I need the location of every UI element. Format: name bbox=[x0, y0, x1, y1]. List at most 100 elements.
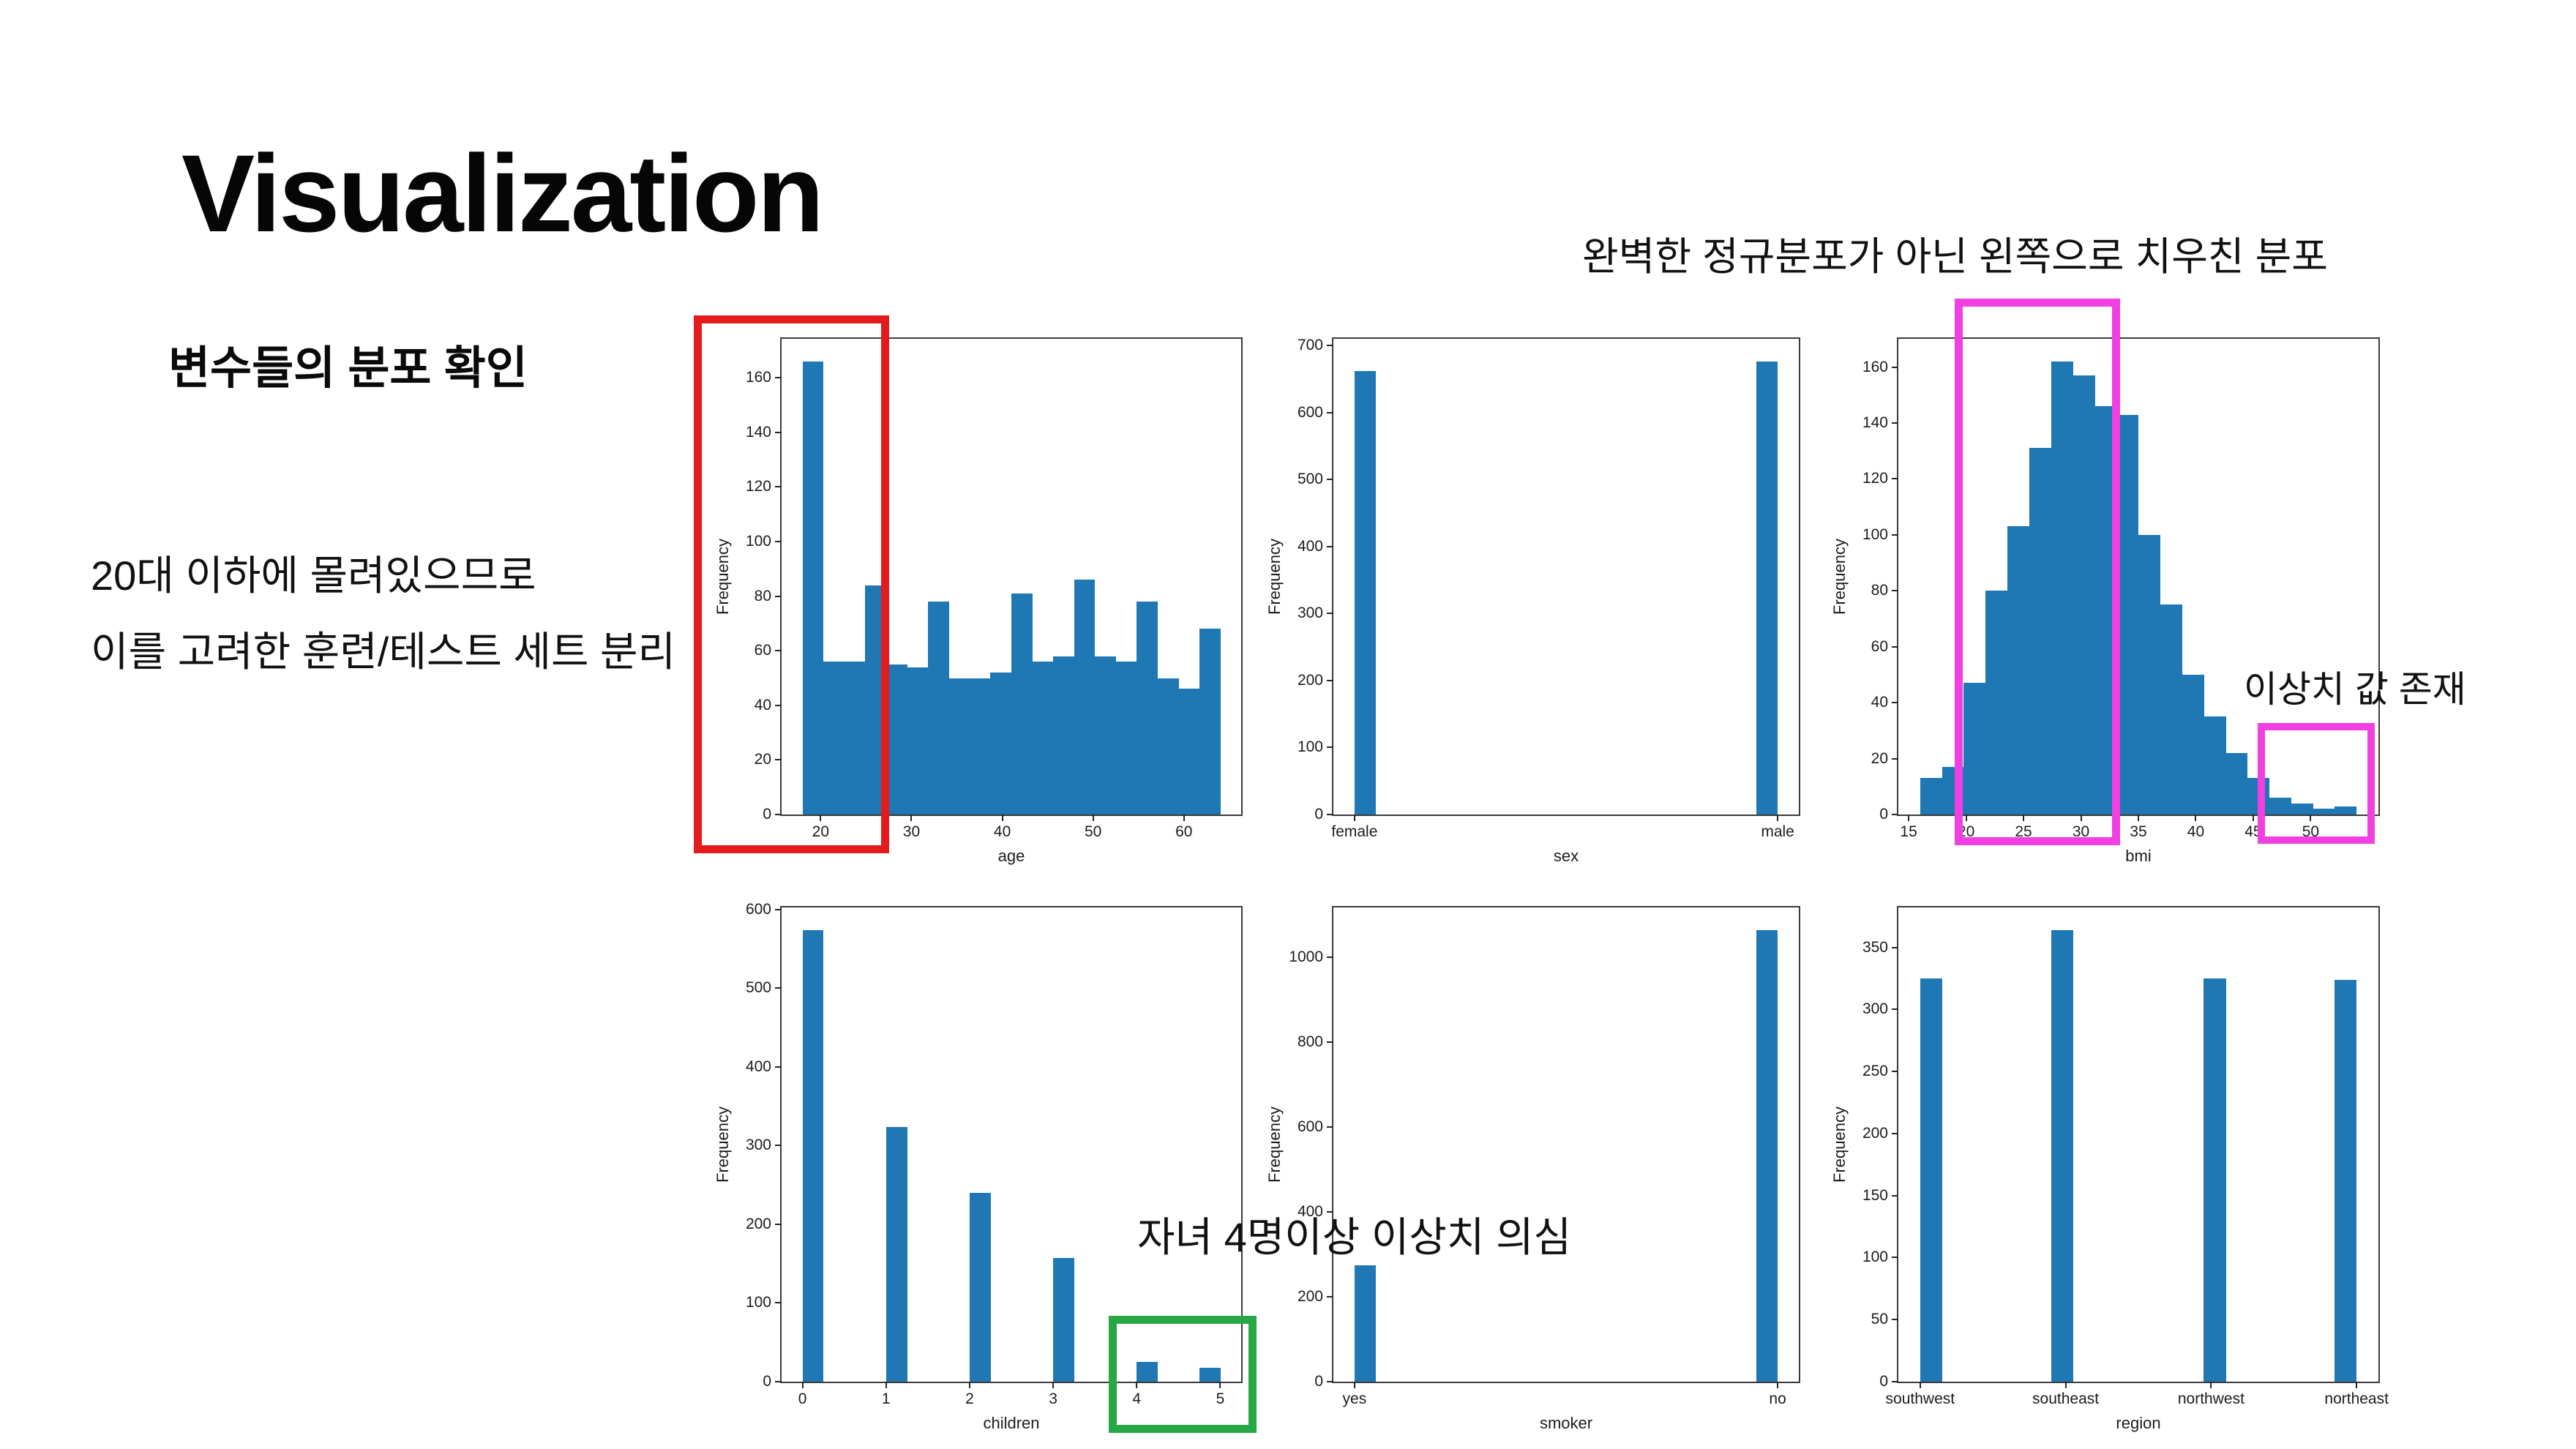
x-tick bbox=[2310, 815, 2312, 821]
age-bar bbox=[886, 664, 907, 815]
age-bar bbox=[1053, 656, 1074, 815]
children-x-axis-label: children bbox=[983, 1414, 1040, 1432]
x-tick-label: 3 bbox=[1049, 1390, 1057, 1407]
y-tick bbox=[775, 1381, 782, 1382]
y-tick bbox=[1327, 344, 1333, 346]
bmi-bar bbox=[2269, 798, 2291, 815]
x-tick bbox=[1092, 815, 1094, 821]
y-tick-label: 0 bbox=[1314, 1373, 1323, 1390]
y-tick-label: 300 bbox=[1297, 604, 1323, 622]
y-tick-label: 300 bbox=[745, 1137, 771, 1154]
y-tick-label: 200 bbox=[1297, 1287, 1323, 1305]
page-title: Visualization bbox=[181, 132, 824, 255]
region-bar bbox=[2204, 978, 2226, 1382]
y-tick bbox=[1892, 533, 1898, 536]
bmi-bar bbox=[2073, 375, 2095, 815]
x-tick bbox=[2064, 1382, 2067, 1388]
highlight-box-bmi-outliers bbox=[2258, 723, 2375, 844]
y-tick bbox=[1327, 1381, 1333, 1382]
y-tick bbox=[1892, 478, 1898, 480]
y-tick bbox=[1327, 479, 1333, 481]
sex-bar-chart: 0 100 200 300 400 500 600 700 female male sex Frequ… bbox=[1265, 337, 1800, 865]
y-tick bbox=[775, 1302, 782, 1304]
age-bar bbox=[1074, 580, 1096, 815]
y-tick bbox=[775, 759, 782, 761]
note-bmi-skewed-distribution: 완벽한 정규분포가 아닌 왼쪽으로 치우친 분포 bbox=[1582, 235, 2328, 279]
y-tick bbox=[1892, 1008, 1898, 1011]
y-tick-label: 80 bbox=[1871, 582, 1888, 599]
children-bar bbox=[802, 929, 824, 1382]
age-bar bbox=[1095, 656, 1116, 815]
bmi-bar bbox=[1985, 591, 2008, 815]
y-tick-label: 80 bbox=[754, 587, 771, 604]
age-bar bbox=[927, 602, 949, 815]
y-tick-label: 100 bbox=[745, 533, 771, 550]
y-tick bbox=[775, 650, 782, 652]
bmi-bar bbox=[2182, 674, 2204, 815]
x-tick-label: 4 bbox=[1132, 1390, 1142, 1407]
bmi-bar bbox=[2313, 809, 2335, 815]
smoker-bar-chart: 0 200 400 600 800 1000 yes no smoker Frequency bbox=[1265, 906, 1800, 1432]
region-bar bbox=[2334, 979, 2357, 1382]
x-tick-label: 50 bbox=[2302, 823, 2320, 840]
age-bar bbox=[1032, 662, 1054, 815]
x-tick-label: 30 bbox=[902, 823, 921, 840]
x-tick bbox=[1965, 815, 1967, 821]
smoker-bar bbox=[1354, 1265, 1377, 1382]
y-tick-label: 200 bbox=[745, 1215, 771, 1232]
bmi-bar bbox=[2160, 604, 2182, 815]
x-tick bbox=[910, 815, 913, 821]
y-tick-label: 100 bbox=[745, 1294, 771, 1311]
age-bar bbox=[969, 678, 991, 815]
region-bar bbox=[2051, 929, 2073, 1382]
bmi-bar bbox=[2029, 448, 2051, 815]
x-tick-label: 20 bbox=[812, 823, 830, 840]
x-tick bbox=[1052, 1382, 1055, 1388]
x-tick bbox=[968, 1382, 970, 1388]
age-bar bbox=[844, 662, 866, 815]
y-tick bbox=[1327, 746, 1333, 749]
age-bar bbox=[1199, 629, 1221, 815]
note-bmi-outliers: 이상치 값 존재 bbox=[2244, 669, 2466, 710]
y-tick-label: 100 bbox=[1862, 1248, 1888, 1266]
x-tick bbox=[1777, 1382, 1779, 1388]
y-tick bbox=[1892, 1381, 1898, 1382]
y-tick-label: 60 bbox=[754, 642, 771, 659]
x-tick-label: 50 bbox=[1085, 823, 1102, 840]
x-tick-label: 2 bbox=[965, 1390, 974, 1407]
x-tick-label: southeast bbox=[2032, 1390, 2100, 1407]
y-tick-label: 400 bbox=[745, 1057, 771, 1075]
x-tick bbox=[1136, 1382, 1138, 1388]
y-tick-label: 100 bbox=[1862, 525, 1888, 543]
y-tick-label: 250 bbox=[1862, 1063, 1888, 1080]
x-tick-label: 45 bbox=[2244, 823, 2262, 840]
region-bar bbox=[1920, 978, 1942, 1382]
sex-x-axis-label: sex bbox=[1553, 847, 1579, 865]
x-tick bbox=[2023, 815, 2025, 821]
bmi-bar bbox=[2225, 752, 2248, 815]
x-tick bbox=[885, 1382, 887, 1388]
y-tick bbox=[1327, 679, 1333, 681]
x-tick-label: no bbox=[1769, 1390, 1786, 1407]
y-tick-label: 500 bbox=[745, 979, 771, 997]
y-tick bbox=[1327, 411, 1333, 413]
smoker-x-axis-label: smoker bbox=[1539, 1414, 1593, 1432]
sex-bar bbox=[1756, 361, 1778, 815]
y-tick bbox=[1892, 757, 1898, 760]
y-tick bbox=[1892, 590, 1898, 592]
x-tick-label: northwest bbox=[2177, 1390, 2244, 1407]
y-tick-label: 0 bbox=[1879, 1373, 1888, 1390]
note-age-skew-line1: 20대 이하에 몰려있으므로 bbox=[91, 553, 536, 599]
x-tick-label: northeast bbox=[2324, 1390, 2389, 1407]
y-tick bbox=[1892, 1132, 1898, 1134]
y-tick bbox=[775, 541, 782, 543]
y-tick-label: 1000 bbox=[1289, 948, 1323, 965]
x-tick bbox=[2195, 815, 2197, 821]
y-tick bbox=[1892, 645, 1898, 648]
y-tick bbox=[775, 987, 782, 989]
y-tick bbox=[775, 1223, 782, 1225]
y-tick bbox=[1892, 422, 1898, 424]
y-tick bbox=[775, 377, 782, 379]
y-tick-label: 600 bbox=[1297, 403, 1323, 421]
y-tick bbox=[775, 704, 782, 706]
